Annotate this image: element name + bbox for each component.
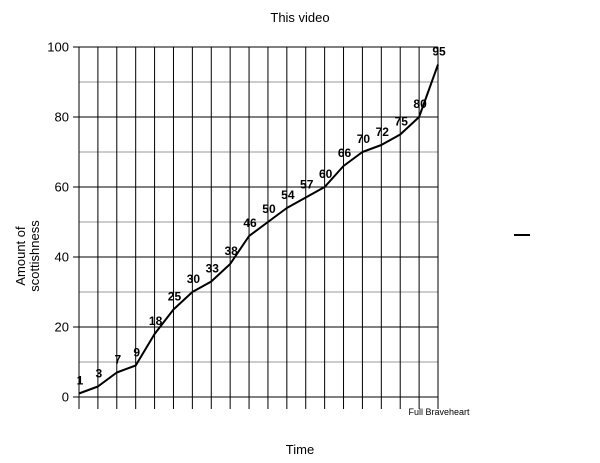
- y-tick-label: 100: [47, 40, 69, 55]
- y-axis-label: Amount of scottishness: [13, 220, 42, 292]
- data-label: 50: [262, 202, 276, 216]
- x-axis-label: Time: [285, 442, 315, 457]
- axes: [73, 46, 439, 409]
- data-series: [78, 64, 439, 395]
- y-tick-label: 0: [62, 390, 69, 405]
- grid-lines: [79, 46, 439, 397]
- data-label: 70: [357, 132, 371, 146]
- data-labels: 1 37 9 18 25 30 33 38 46 50 54 57 60 66 70 72 75 80 95: [77, 45, 446, 388]
- data-label: 38: [224, 244, 238, 258]
- y-tick-label: 20: [55, 320, 69, 335]
- side-dash-mark: [514, 234, 530, 236]
- data-label: 80: [413, 97, 427, 111]
- data-label: 57: [300, 178, 314, 192]
- data-label: 1: [77, 374, 84, 388]
- data-label: 7: [114, 353, 121, 367]
- data-label: 9: [133, 346, 140, 360]
- data-label: 72: [376, 125, 390, 139]
- y-tick-labels: 0 20 40 60 80 100: [47, 40, 69, 405]
- data-label: 66: [338, 146, 352, 160]
- x-tick-label-last: Full Braveheart: [408, 407, 470, 417]
- data-label: 33: [206, 262, 220, 276]
- data-label: 75: [395, 115, 409, 129]
- data-label: 54: [281, 188, 295, 202]
- y-tick-label: 40: [55, 250, 69, 265]
- data-label: 25: [168, 290, 182, 304]
- y-tick-label: 80: [55, 110, 69, 125]
- data-label: 30: [187, 272, 201, 286]
- chart-title: This video: [270, 10, 330, 25]
- series-line: [78, 64, 439, 395]
- data-label: 95: [432, 45, 446, 59]
- data-label: 3: [96, 367, 103, 381]
- data-label: 18: [149, 314, 163, 328]
- data-label: 60: [319, 167, 333, 181]
- data-label: 46: [243, 216, 257, 230]
- y-tick-label: 60: [55, 180, 69, 195]
